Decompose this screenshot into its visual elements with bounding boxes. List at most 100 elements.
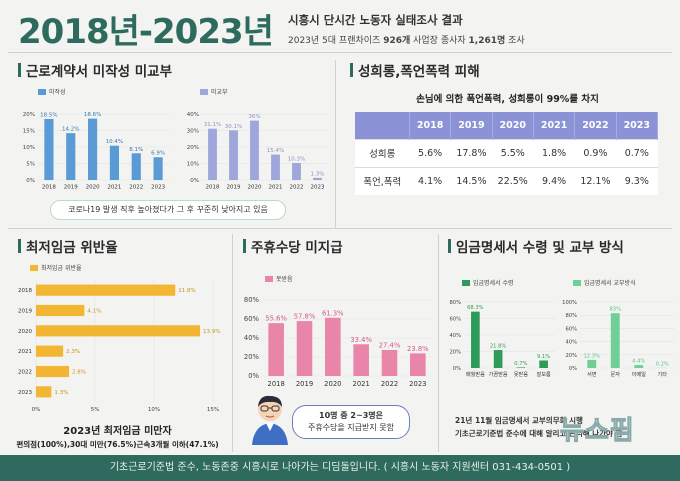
bar (109, 145, 120, 180)
page-title: 2018년-2023년 (18, 12, 274, 52)
divider (438, 234, 439, 452)
y-tick-label: 15% (23, 129, 35, 135)
legend-swatch (30, 264, 38, 271)
legend-min-wage: 최저임금 위반율 (30, 263, 82, 272)
legend-swatch (200, 88, 208, 95)
page-subtitle: 시흥시 단시간 노동자 실태조사 결과 (288, 13, 463, 27)
y-tick-label: 2022 (18, 370, 32, 376)
bar (313, 177, 322, 180)
table-cell: 4.1% (409, 166, 451, 195)
table-header-row: 2018 2019 2020 2021 2022 2023 (355, 112, 659, 139)
x-tick-label: 문자 (610, 370, 620, 378)
y-tick-label: 2021 (18, 349, 32, 355)
x-tick-label: 2023 (151, 185, 165, 191)
y-tick-label: 40% (187, 112, 199, 118)
y-tick-label: 80% (449, 300, 461, 306)
bar (208, 128, 217, 180)
y-tick-label: 60% (449, 317, 461, 323)
y-tick-label: 2023 (18, 390, 32, 396)
x-tick-label: 2021 (353, 380, 370, 388)
weekly-speech-bubble: 10명 중 2~3명은 주휴수당을 지급받지 못함 (292, 405, 410, 439)
table-header-cell: 2020 (492, 112, 534, 139)
bar (353, 344, 369, 376)
y-tick-label: 20% (187, 145, 199, 151)
bar (381, 349, 398, 376)
data-label: 2.8% (72, 370, 86, 376)
data-label: 27.4% (379, 341, 401, 349)
x-tick-label: 2020 (248, 185, 262, 191)
contract-note: 코로나19 발생 직후 높아졌다가 그 후 꾸준히 낮아지고 있음 (50, 200, 286, 220)
data-label: 12.3% (584, 353, 601, 359)
bar (296, 321, 313, 376)
data-label: 30.1% (225, 124, 242, 130)
y-tick-label: 60% (244, 315, 260, 323)
table-cell: 0.7% (616, 138, 658, 167)
bar (36, 284, 176, 296)
bar (44, 118, 54, 180)
x-tick-label: 잘모름 (536, 370, 551, 378)
bar (36, 345, 64, 357)
y-tick-label: 10% (187, 162, 199, 168)
y-tick-label: 10% (23, 145, 35, 151)
legend-swatch (265, 275, 273, 282)
y-tick-label: 80% (565, 313, 577, 319)
data-label: 11.8% (178, 288, 195, 294)
table-cell: 0.9% (574, 138, 617, 167)
legend-nondelivered: 미교부 (200, 87, 228, 96)
chart-weekly-allowance: 80% 60% 40% 20% 0% 55.6% 2018 57.8% 2019 61.3% 202… (244, 296, 432, 388)
table-row: 폭언,폭력 4.1% 14.5% 22.5% 9.4% 12.1% 9.3% (355, 166, 658, 195)
x-tick-label: 10% (148, 407, 160, 413)
bar (471, 311, 480, 368)
divider (335, 60, 336, 228)
bar (36, 386, 52, 398)
bar (410, 353, 426, 376)
x-tick-label: 2020 (86, 185, 100, 191)
x-tick-label: 2022 (381, 380, 398, 388)
x-tick-label: 이메일 (632, 370, 647, 378)
data-label: 36% (248, 114, 260, 120)
table-cell: 9.3% (616, 166, 658, 195)
data-label: 61.3% (322, 309, 344, 317)
table-cell: 5.5% (492, 138, 534, 167)
bar (131, 153, 141, 180)
y-tick-label: 0% (190, 178, 199, 184)
section-title-payslip: 임금명세서 수령 및 교부 방식 (448, 236, 624, 256)
y-tick-label: 40% (449, 333, 461, 339)
bar (36, 304, 85, 317)
table-header-cell: 2021 (533, 112, 576, 139)
section-title-contract: 근로계약서 미작성 미교부 (18, 60, 172, 80)
bar (292, 163, 301, 180)
y-tick-label: 2018 (18, 288, 32, 294)
bar (66, 133, 76, 180)
bar (153, 157, 163, 180)
y-tick-label: 100% (562, 300, 577, 306)
data-label: 9.1% (537, 354, 550, 360)
x-tick-label: 2019 (296, 380, 313, 388)
footer-banner: 기초근로기준법 준수, 노동존중 시흥시로 나아가는 디딤돌입니다. ( 시흥시… (0, 455, 680, 481)
table-header-cell: 2023 (616, 112, 659, 139)
x-tick-label: 2022 (129, 185, 143, 191)
legend-nonwritten: 미작성 (38, 87, 66, 96)
chart-payslip-method: 100% 80% 60% 40% 20% 0% 12.3% 서면 83% 문자 4.4% 이메일 0.2… (562, 300, 674, 378)
x-tick-label: 못받음 (514, 370, 529, 378)
bar (539, 360, 548, 368)
y-tick-label: 30% (187, 129, 199, 135)
y-tick-label: 40% (244, 334, 260, 342)
bar (250, 120, 259, 180)
x-tick-label: 2018 (206, 185, 220, 191)
x-tick-label: 서면 (587, 370, 597, 378)
table-header-cell: 2018 (409, 112, 452, 139)
chart-payslip-received: 80% 60% 40% 20% 0% 68.3% 매월받음 21.8% 가끔받음 0.7% 못받음 9… (449, 300, 555, 378)
legend-swatch (462, 279, 470, 286)
survey-description: 2023년 5대 프랜차이즈 926개 사업장 종사자 1,261명 조사 (288, 36, 525, 46)
x-tick-label: 2018 (268, 380, 285, 388)
table-row-header: 성희롱 (355, 138, 410, 167)
x-tick-label: 15% (207, 407, 219, 413)
legend-swatch (573, 279, 581, 286)
y-tick-label: 20% (244, 353, 260, 361)
x-tick-label: 가끔받음 (489, 370, 508, 378)
chart-min-wage: 0% 5% 10% 15% 11.8% 2018 4.1% 2019 13.9% 2020 2.3%… (18, 280, 221, 413)
data-label: 18.5% (40, 112, 57, 118)
y-tick-label: 2020 (18, 329, 32, 335)
data-label: 55.6% (265, 315, 287, 323)
